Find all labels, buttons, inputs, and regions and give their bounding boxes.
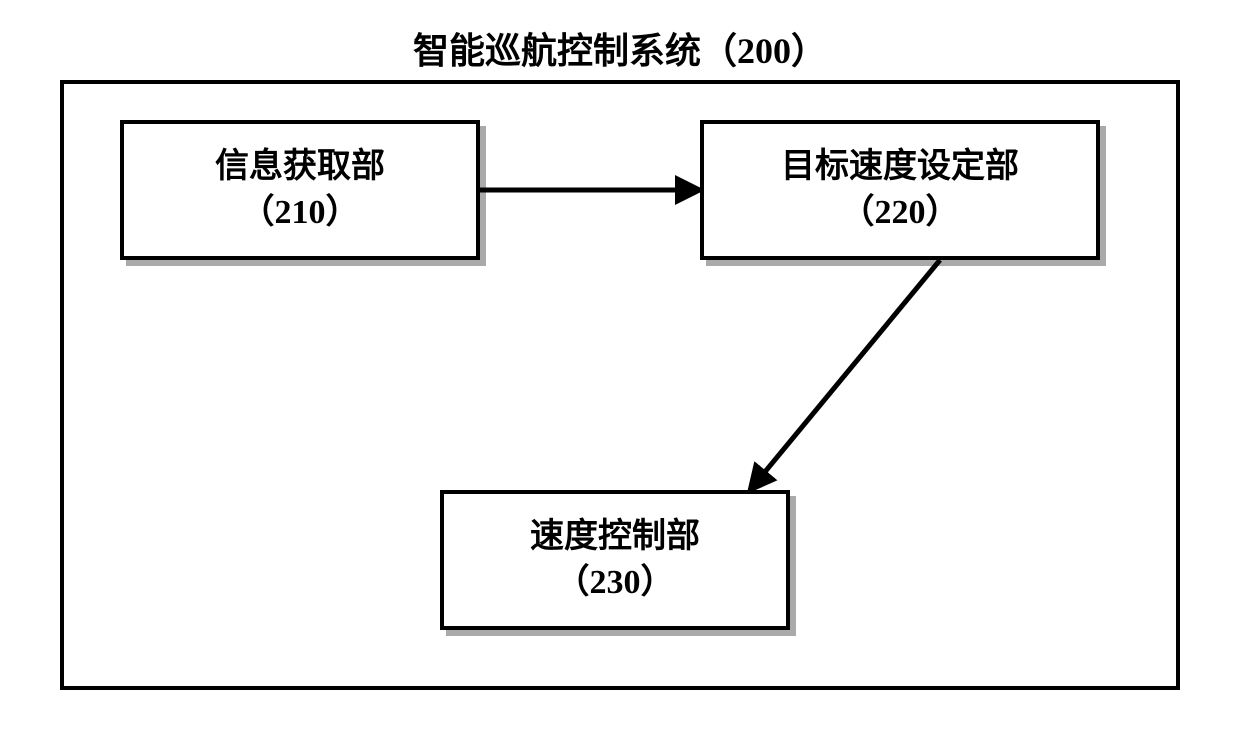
node-label-line2: （230） bbox=[556, 560, 675, 606]
diagram-canvas: 智能巡航控制系统（200） 信息获取部 （210） 目标速度设定部 （220） … bbox=[0, 0, 1240, 730]
node-label-line1: 目标速度设定部 bbox=[781, 144, 1019, 190]
node-face: 信息获取部 （210） bbox=[120, 120, 480, 260]
node-face: 速度控制部 （230） bbox=[440, 490, 790, 630]
node-label-line2: （220） bbox=[841, 190, 960, 236]
node-speed-control: 速度控制部 （230） bbox=[440, 490, 790, 630]
node-label-line2: （210） bbox=[241, 190, 360, 236]
node-label-line1: 速度控制部 bbox=[530, 514, 700, 560]
node-target-speed-setting: 目标速度设定部 （220） bbox=[700, 120, 1100, 260]
node-label-line1: 信息获取部 bbox=[215, 144, 385, 190]
diagram-title: 智能巡航控制系统（200） bbox=[0, 22, 1240, 74]
node-face: 目标速度设定部 （220） bbox=[700, 120, 1100, 260]
diagram-title-text: 智能巡航控制系统（200） bbox=[413, 31, 827, 71]
node-info-acquisition: 信息获取部 （210） bbox=[120, 120, 480, 260]
